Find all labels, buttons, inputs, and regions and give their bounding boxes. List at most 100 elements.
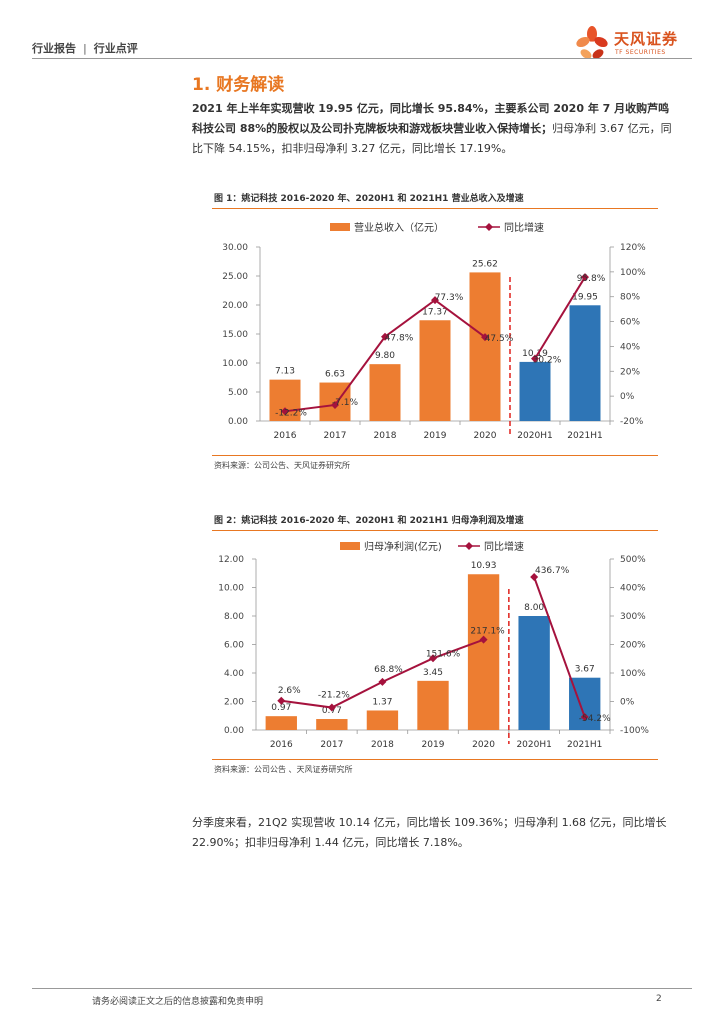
- growth-point: [381, 332, 389, 341]
- growth-point: [277, 696, 286, 705]
- y2-axis-tick-label: 100%: [620, 268, 646, 278]
- bar-value-label: 19.95: [572, 292, 598, 302]
- growth-point: [327, 703, 336, 712]
- header-divider: [32, 58, 692, 59]
- bar: [316, 719, 348, 730]
- y2-axis-tick-label: 200%: [620, 641, 646, 651]
- x-axis-tick-label: 2016: [270, 740, 293, 750]
- bar-value-label: 8.00: [524, 603, 544, 613]
- y-axis-tick-label: 4.00: [224, 669, 244, 679]
- growth-point: [331, 400, 339, 409]
- quarterly-paragraph: 分季度来看，21Q2 实现营收 10.14 亿元，同比增长 109.36%；归母…: [192, 816, 667, 849]
- growth-point: [481, 333, 489, 342]
- growth-value-label: -21.2%: [318, 691, 350, 701]
- summary-bold-text: 2021 年上半年实现营收 19.95 亿元，同比增长 95.84%，主要系公司…: [192, 102, 670, 135]
- legend-bar-label: 营业总收入（亿元）: [354, 221, 444, 234]
- bar-value-label: 1.37: [372, 697, 392, 707]
- growth-value-label: 68.8%: [374, 665, 403, 675]
- figure1-chart: 营业总收入（亿元） 同比增速 0.00 5.00 10.00 15.00 20.00 25.0…: [222, 221, 646, 441]
- growth-value-label: 217.1%: [470, 627, 505, 637]
- y2-axis-tick-label: -100%: [620, 726, 649, 736]
- figure1-source: 资料来源：公司公告、天风证券研究所: [214, 461, 350, 470]
- figure1-top-rule: [212, 208, 658, 209]
- growth-point: [429, 654, 437, 663]
- y-axis-tick-label: 12.00: [218, 555, 244, 565]
- figure2-source: 资料来源：公司公告 、天风证券研究所: [214, 765, 353, 774]
- legend-line-label: 同比增速: [484, 540, 524, 553]
- legend-line-label: 同比增速: [504, 221, 544, 234]
- y2-axis-tick-label: 60%: [620, 318, 640, 328]
- legend-line-marker: [485, 223, 493, 231]
- bar-value-label: 17.37: [422, 307, 448, 317]
- legend-bar-swatch: [330, 223, 350, 231]
- figure1-title: 图 1：姚记科技 2016-2020 年、2020H1 和 2021H1 营业总…: [214, 194, 524, 204]
- breadcrumb-separator: |: [82, 42, 87, 55]
- bar: [265, 716, 297, 730]
- x-axis-tick-label: 2017: [324, 431, 347, 441]
- growth-value-label: -7.1%: [332, 398, 359, 408]
- figure2-title: 图 2：姚记科技 2016-2020 年、2020H1 和 2021H1 归母净…: [214, 516, 524, 526]
- growth-value-label: -12.2%: [275, 408, 307, 418]
- growth-point: [530, 573, 539, 582]
- footer-divider: [32, 988, 692, 989]
- growth-point: [431, 296, 439, 305]
- bar-value-label: 6.63: [325, 370, 345, 380]
- y2-axis-tick-label: 300%: [620, 612, 646, 622]
- growth-point: [581, 273, 589, 282]
- growth-point: [378, 677, 387, 686]
- growth-point: [281, 407, 289, 416]
- footer-disclaimer: 请务必阅读正文之后的信息披露和免责申明: [92, 997, 264, 1007]
- growth-point: [580, 712, 589, 721]
- y2-axis-tick-label: 120%: [620, 243, 646, 253]
- y2-axis-tick-label: 20%: [620, 367, 640, 377]
- bar: [417, 680, 449, 730]
- growth-point: [531, 354, 539, 363]
- summary-normal-text: 归母净利 3.67 亿元，同比下降 54.15%，扣非归母净利 3.27 亿元，…: [192, 122, 672, 155]
- y2-axis-tick-label: 500%: [620, 555, 646, 565]
- x-axis-tick-label: 2016: [274, 431, 297, 441]
- bar-value-label: 3.45: [423, 668, 443, 678]
- summary-paragraph: 2021 年上半年实现营收 19.95 亿元，同比增长 95.84%，主要系公司…: [192, 99, 672, 159]
- growth-value-label: 47.8%: [385, 334, 414, 344]
- y2-axis-tick-label: -20%: [620, 417, 644, 427]
- y2-axis-tick-label: 0%: [620, 698, 635, 708]
- figure2-chart: 归母净利润(亿元) 同比增速 0.00 2.00 4.00 6.00 8.00 10.00 12…: [218, 540, 649, 750]
- legend-bar-label: 归母净利润(亿元): [364, 540, 442, 553]
- bar: [569, 305, 601, 421]
- growth-value-label: 151.6%: [426, 649, 461, 659]
- bar: [518, 616, 550, 730]
- bar-value-label: 3.67: [575, 665, 595, 675]
- growth-value-label: -54.2%: [579, 714, 611, 724]
- x-axis-tick-label: 2019: [424, 431, 447, 441]
- legend-line-marker: [465, 542, 473, 550]
- breadcrumb-report-subtype: 行业点评: [93, 42, 138, 55]
- legend-bar-swatch: [340, 542, 360, 550]
- y2-axis-tick-label: 80%: [620, 293, 640, 303]
- bar: [519, 361, 551, 421]
- y-axis-tick-label: 10.00: [222, 359, 248, 369]
- x-axis-tick-label: 2020H1: [516, 740, 551, 750]
- y2-axis-tick-label: 40%: [620, 342, 640, 352]
- logo-text-en: TF SECURITIES: [615, 49, 666, 56]
- bar-value-label: 10.93: [471, 561, 497, 571]
- x-axis-tick-label: 2021H1: [567, 740, 602, 750]
- y-axis-tick-label: 10.00: [218, 584, 244, 594]
- growth-line-halfyear: [534, 276, 586, 360]
- logo-text-cn: 天风证券: [614, 30, 679, 48]
- growth-value-label: 2.6%: [278, 686, 301, 696]
- bar: [366, 710, 399, 730]
- x-axis-tick-label: 2018: [374, 431, 397, 441]
- x-axis-tick-label: 2017: [320, 740, 343, 750]
- company-logo: 天风证券 TF SECURITIES: [566, 22, 706, 66]
- growth-value-label: 30.2%: [533, 356, 562, 366]
- breadcrumb-report-type: 行业报告: [32, 42, 76, 55]
- bar: [419, 320, 451, 421]
- y2-axis-tick-label: 0%: [620, 392, 635, 402]
- bar-value-label: 7.13: [275, 367, 295, 377]
- y2-axis-tick-label: 400%: [620, 584, 646, 594]
- x-axis-tick-label: 2021H1: [567, 431, 602, 441]
- growth-value-label: 95.8%: [577, 274, 606, 284]
- logo-flower-icon: [576, 26, 608, 59]
- page-number: 2: [656, 994, 662, 1004]
- x-axis-tick-label: 2019: [422, 740, 445, 750]
